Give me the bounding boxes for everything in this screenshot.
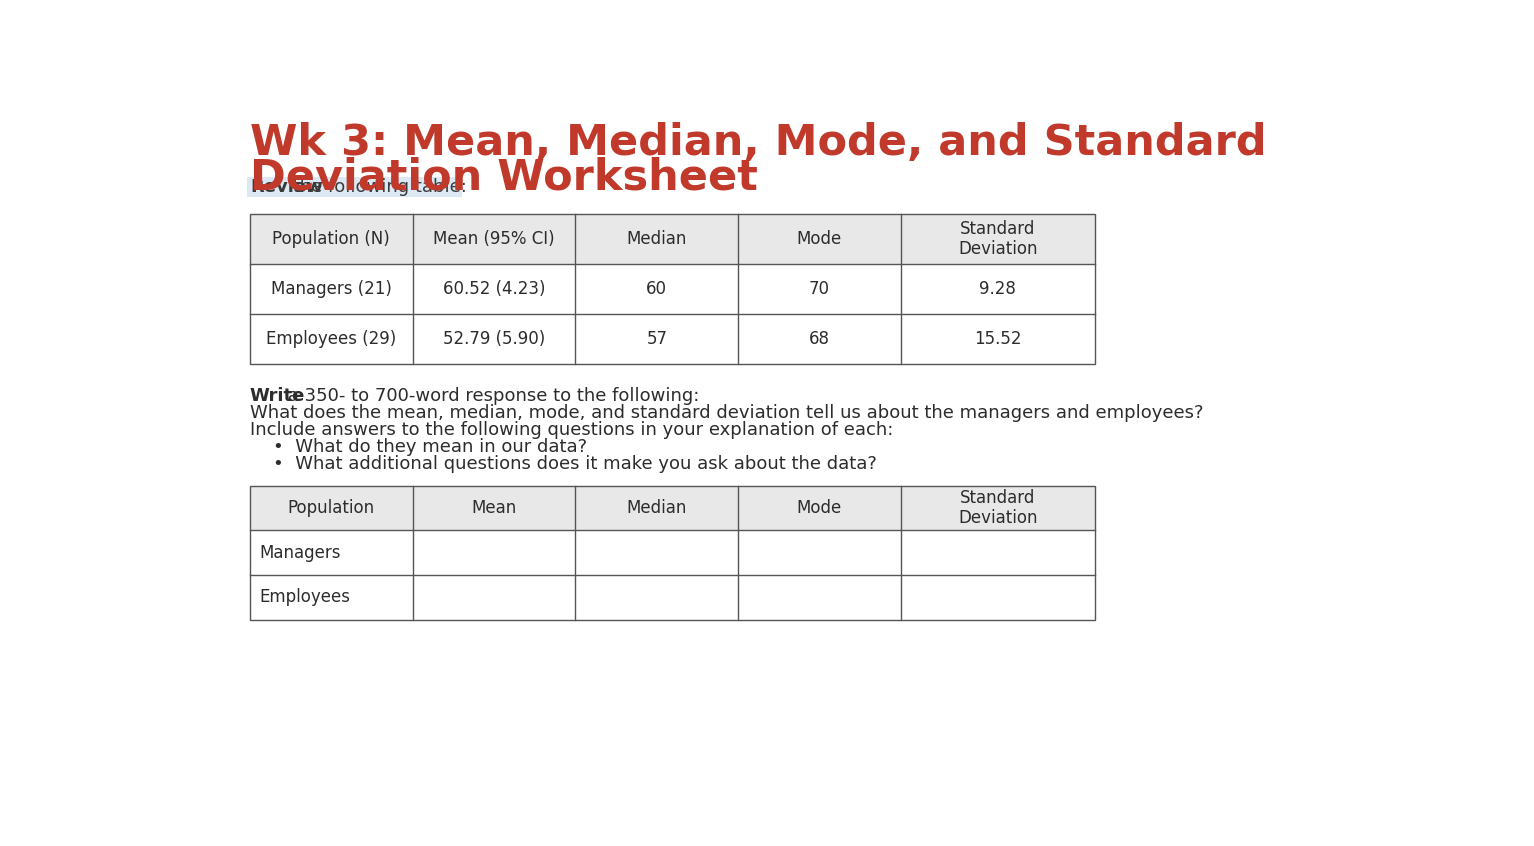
- Text: Wk 3: Mean, Median, Mode, and Standard: Wk 3: Mean, Median, Mode, and Standard: [250, 122, 1267, 163]
- Text: 15.52: 15.52: [974, 330, 1022, 348]
- Text: Write: Write: [250, 387, 305, 405]
- Text: Population (N): Population (N): [273, 230, 390, 248]
- Bar: [250, 214, 1095, 264]
- Text: Managers (21): Managers (21): [272, 280, 391, 298]
- Text: Review: Review: [250, 178, 322, 196]
- Text: 60.52 (4.23): 60.52 (4.23): [443, 280, 545, 298]
- Text: 68: 68: [808, 330, 830, 348]
- Text: Mean: Mean: [471, 499, 517, 517]
- Text: Mode: Mode: [796, 230, 842, 248]
- Text: Managers: Managers: [259, 544, 341, 562]
- Text: Population: Population: [288, 499, 374, 517]
- Text: 60: 60: [646, 280, 667, 298]
- Bar: [250, 530, 1095, 575]
- Bar: [247, 177, 462, 197]
- Text: Mean (95% CI): Mean (95% CI): [433, 230, 555, 248]
- Bar: [250, 264, 1095, 314]
- Text: Median: Median: [626, 230, 687, 248]
- Text: 70: 70: [808, 280, 830, 298]
- Text: Mode: Mode: [796, 499, 842, 517]
- Text: Include answers to the following questions in your explanation of each:: Include answers to the following questio…: [250, 421, 893, 439]
- Text: •  What additional questions does it make you ask about the data?: • What additional questions does it make…: [273, 455, 877, 473]
- Text: 9.28: 9.28: [979, 280, 1016, 298]
- Text: a 350- to 700-word response to the following:: a 350- to 700-word response to the follo…: [282, 387, 700, 405]
- Text: 52.79 (5.90): 52.79 (5.90): [443, 330, 545, 348]
- Text: the following table:: the following table:: [287, 178, 466, 196]
- Text: Employees (29): Employees (29): [265, 330, 396, 348]
- Bar: [250, 314, 1095, 364]
- Text: Employees: Employees: [259, 589, 350, 607]
- Text: 57: 57: [646, 330, 667, 348]
- Text: Deviation Worksheet: Deviation Worksheet: [250, 157, 758, 198]
- Text: Median: Median: [626, 499, 687, 517]
- Text: •  What do they mean in our data?: • What do they mean in our data?: [273, 438, 588, 456]
- Text: What does the mean, median, mode, and standard deviation tell us about the manag: What does the mean, median, mode, and st…: [250, 404, 1203, 422]
- Text: Standard
Deviation: Standard Deviation: [959, 489, 1037, 527]
- Bar: [250, 486, 1095, 620]
- Text: Standard
Deviation: Standard Deviation: [959, 220, 1037, 258]
- Bar: [250, 214, 1095, 364]
- Bar: [250, 486, 1095, 530]
- Bar: [250, 575, 1095, 620]
